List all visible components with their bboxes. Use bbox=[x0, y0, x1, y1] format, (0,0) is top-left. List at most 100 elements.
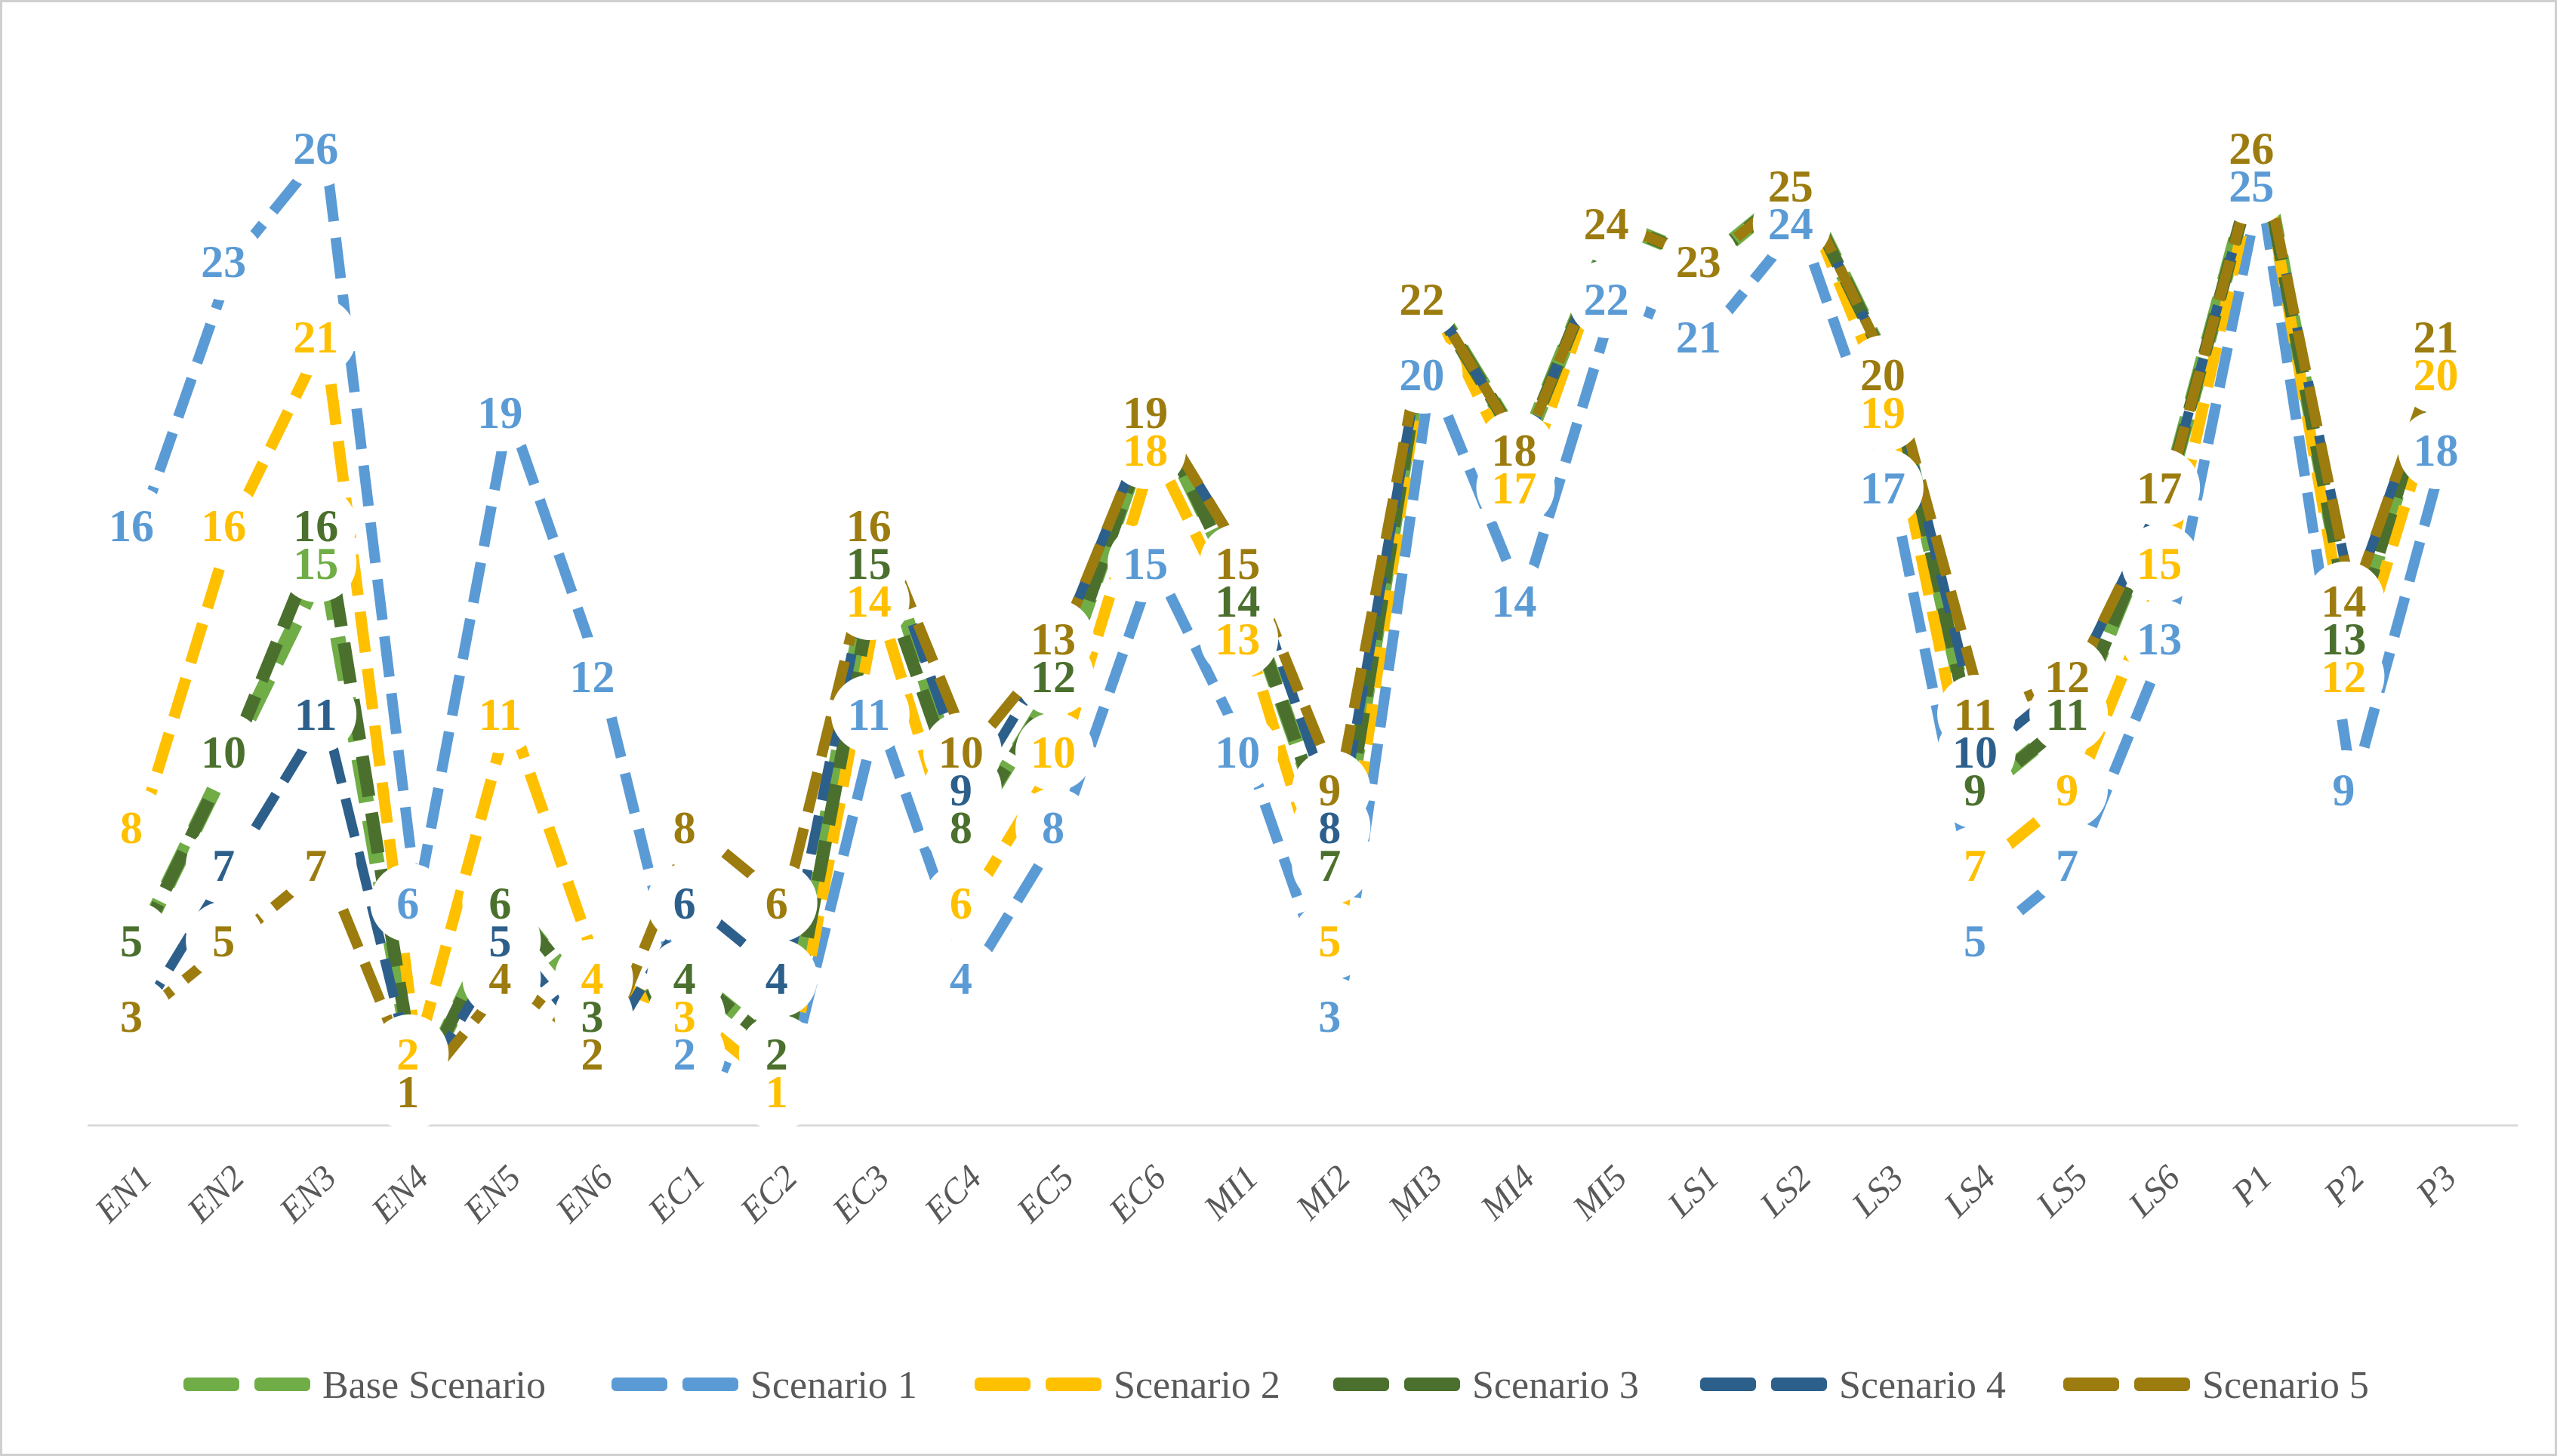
data-label: 26 bbox=[2229, 124, 2274, 174]
data-label: 7 bbox=[1964, 841, 1986, 891]
data-label: 11 bbox=[1954, 690, 1997, 740]
data-label: 9 bbox=[1318, 765, 1341, 815]
x-tick-label: LS6 bbox=[2121, 1158, 2189, 1226]
data-label: 11 bbox=[2046, 690, 2089, 740]
data-label: 3 bbox=[1318, 992, 1341, 1042]
label-pocket bbox=[1752, 184, 1831, 263]
data-label: 2 bbox=[766, 1030, 788, 1079]
data-label: 15 bbox=[1215, 539, 1260, 589]
data-label: 17 bbox=[1860, 463, 1905, 513]
data-label: 10 bbox=[1031, 728, 1076, 777]
data-label: 20 bbox=[1860, 350, 1905, 400]
label-pocket bbox=[1292, 977, 1371, 1055]
legend-label: Scenario 5 bbox=[2202, 1364, 2369, 1407]
data-label: 18 bbox=[1492, 426, 1537, 476]
label-pocket bbox=[278, 297, 357, 376]
data-label: 4 bbox=[488, 954, 511, 1004]
data-label: 23 bbox=[201, 237, 246, 287]
x-tick-label: EC2 bbox=[732, 1158, 806, 1231]
data-label: 9 bbox=[1964, 765, 1986, 815]
legend-dash-icon bbox=[254, 1378, 310, 1391]
data-label: 10 bbox=[1215, 728, 1260, 777]
data-label: 25 bbox=[2229, 162, 2274, 211]
label-pocket bbox=[186, 222, 265, 300]
data-label: 13 bbox=[2321, 614, 2366, 664]
label-pocket bbox=[370, 863, 449, 942]
data-label: 8 bbox=[120, 803, 143, 853]
data-label: 8 bbox=[673, 803, 696, 853]
legend-dash-icon bbox=[682, 1378, 738, 1391]
data-label: 8 bbox=[950, 803, 972, 853]
label-pocket bbox=[1844, 373, 1924, 451]
data-label: 6 bbox=[488, 879, 511, 928]
x-tick-label: P2 bbox=[2316, 1158, 2372, 1214]
data-label: 16 bbox=[293, 501, 338, 551]
data-label: 6 bbox=[950, 879, 972, 928]
data-label: 12 bbox=[2044, 652, 2090, 702]
data-label: 23 bbox=[1676, 237, 1721, 287]
label-pocket bbox=[1660, 297, 1739, 376]
legend-dash-icon bbox=[975, 1378, 1031, 1391]
data-label: 23 bbox=[1676, 237, 1721, 287]
x-tick-label: P3 bbox=[2408, 1158, 2464, 1214]
label-pocket bbox=[186, 826, 265, 904]
data-label: 24 bbox=[1584, 199, 1629, 249]
x-tick-label: EN6 bbox=[548, 1158, 621, 1231]
data-label: 25 bbox=[1768, 162, 1813, 211]
data-label: 19 bbox=[1123, 388, 1168, 438]
data-label: 7 bbox=[2056, 841, 2078, 891]
legend-dash-icon bbox=[183, 1378, 239, 1391]
label-pocket bbox=[646, 977, 726, 1055]
data-label: 12 bbox=[2321, 652, 2366, 702]
x-tick-label: LS5 bbox=[2029, 1158, 2096, 1225]
data-label: 12 bbox=[2044, 652, 2090, 702]
data-label: 10 bbox=[201, 728, 246, 777]
legend-dash-icon bbox=[612, 1378, 667, 1391]
label-pocket bbox=[370, 1014, 449, 1093]
data-label: 9 bbox=[2332, 765, 2355, 815]
x-tick-label: MI2 bbox=[1288, 1158, 1358, 1228]
legend-label: Scenario 1 bbox=[750, 1364, 917, 1407]
data-label: 6 bbox=[488, 879, 511, 928]
label-pocket bbox=[1015, 713, 1094, 791]
data-label: 4 bbox=[673, 954, 696, 1004]
label-pocket bbox=[1108, 411, 1187, 489]
label-pocket bbox=[2398, 411, 2477, 489]
label-pocket bbox=[1937, 675, 2016, 753]
data-label: 20 bbox=[1860, 350, 1905, 400]
data-label: 6 bbox=[673, 879, 696, 928]
data-label: 24 bbox=[1584, 199, 1629, 249]
label-pocket bbox=[2213, 146, 2293, 225]
label-pocket bbox=[923, 939, 1002, 1017]
x-tick-label: P1 bbox=[2224, 1158, 2280, 1214]
x-tick-label: LS4 bbox=[1936, 1158, 2004, 1225]
label-pocket bbox=[738, 939, 818, 1017]
data-label: 10 bbox=[1952, 728, 1998, 777]
data-label: 21 bbox=[293, 312, 338, 362]
data-label: 2 bbox=[581, 1030, 604, 1079]
label-pocket bbox=[1200, 713, 1279, 791]
label-pocket bbox=[2029, 826, 2109, 904]
label-pocket bbox=[2398, 335, 2477, 414]
label-pocket bbox=[1015, 599, 1094, 678]
data-label: 19 bbox=[1123, 388, 1168, 438]
label-pocket bbox=[1476, 562, 1555, 640]
data-label: 26 bbox=[2229, 124, 2274, 174]
data-label: 1 bbox=[396, 1067, 419, 1117]
data-label: 3 bbox=[581, 992, 604, 1042]
data-label: 23 bbox=[1676, 237, 1721, 287]
label-pocket bbox=[1015, 788, 1094, 867]
legend-dash-icon bbox=[1333, 1378, 1389, 1391]
x-tick-label: EN1 bbox=[87, 1158, 160, 1231]
data-label: 23 bbox=[1676, 237, 1721, 287]
legend-dash-icon bbox=[1046, 1378, 1101, 1391]
data-label: 8 bbox=[1318, 803, 1341, 853]
label-pocket bbox=[94, 901, 172, 980]
x-tick-label: EC4 bbox=[917, 1158, 990, 1231]
data-label: 17 bbox=[2136, 463, 2182, 513]
data-label: 19 bbox=[1860, 388, 1905, 438]
data-label: 22 bbox=[1399, 275, 1444, 325]
label-pocket bbox=[94, 977, 172, 1055]
legend-label: Base Scenario bbox=[322, 1364, 546, 1407]
data-label: 22 bbox=[1399, 275, 1444, 325]
